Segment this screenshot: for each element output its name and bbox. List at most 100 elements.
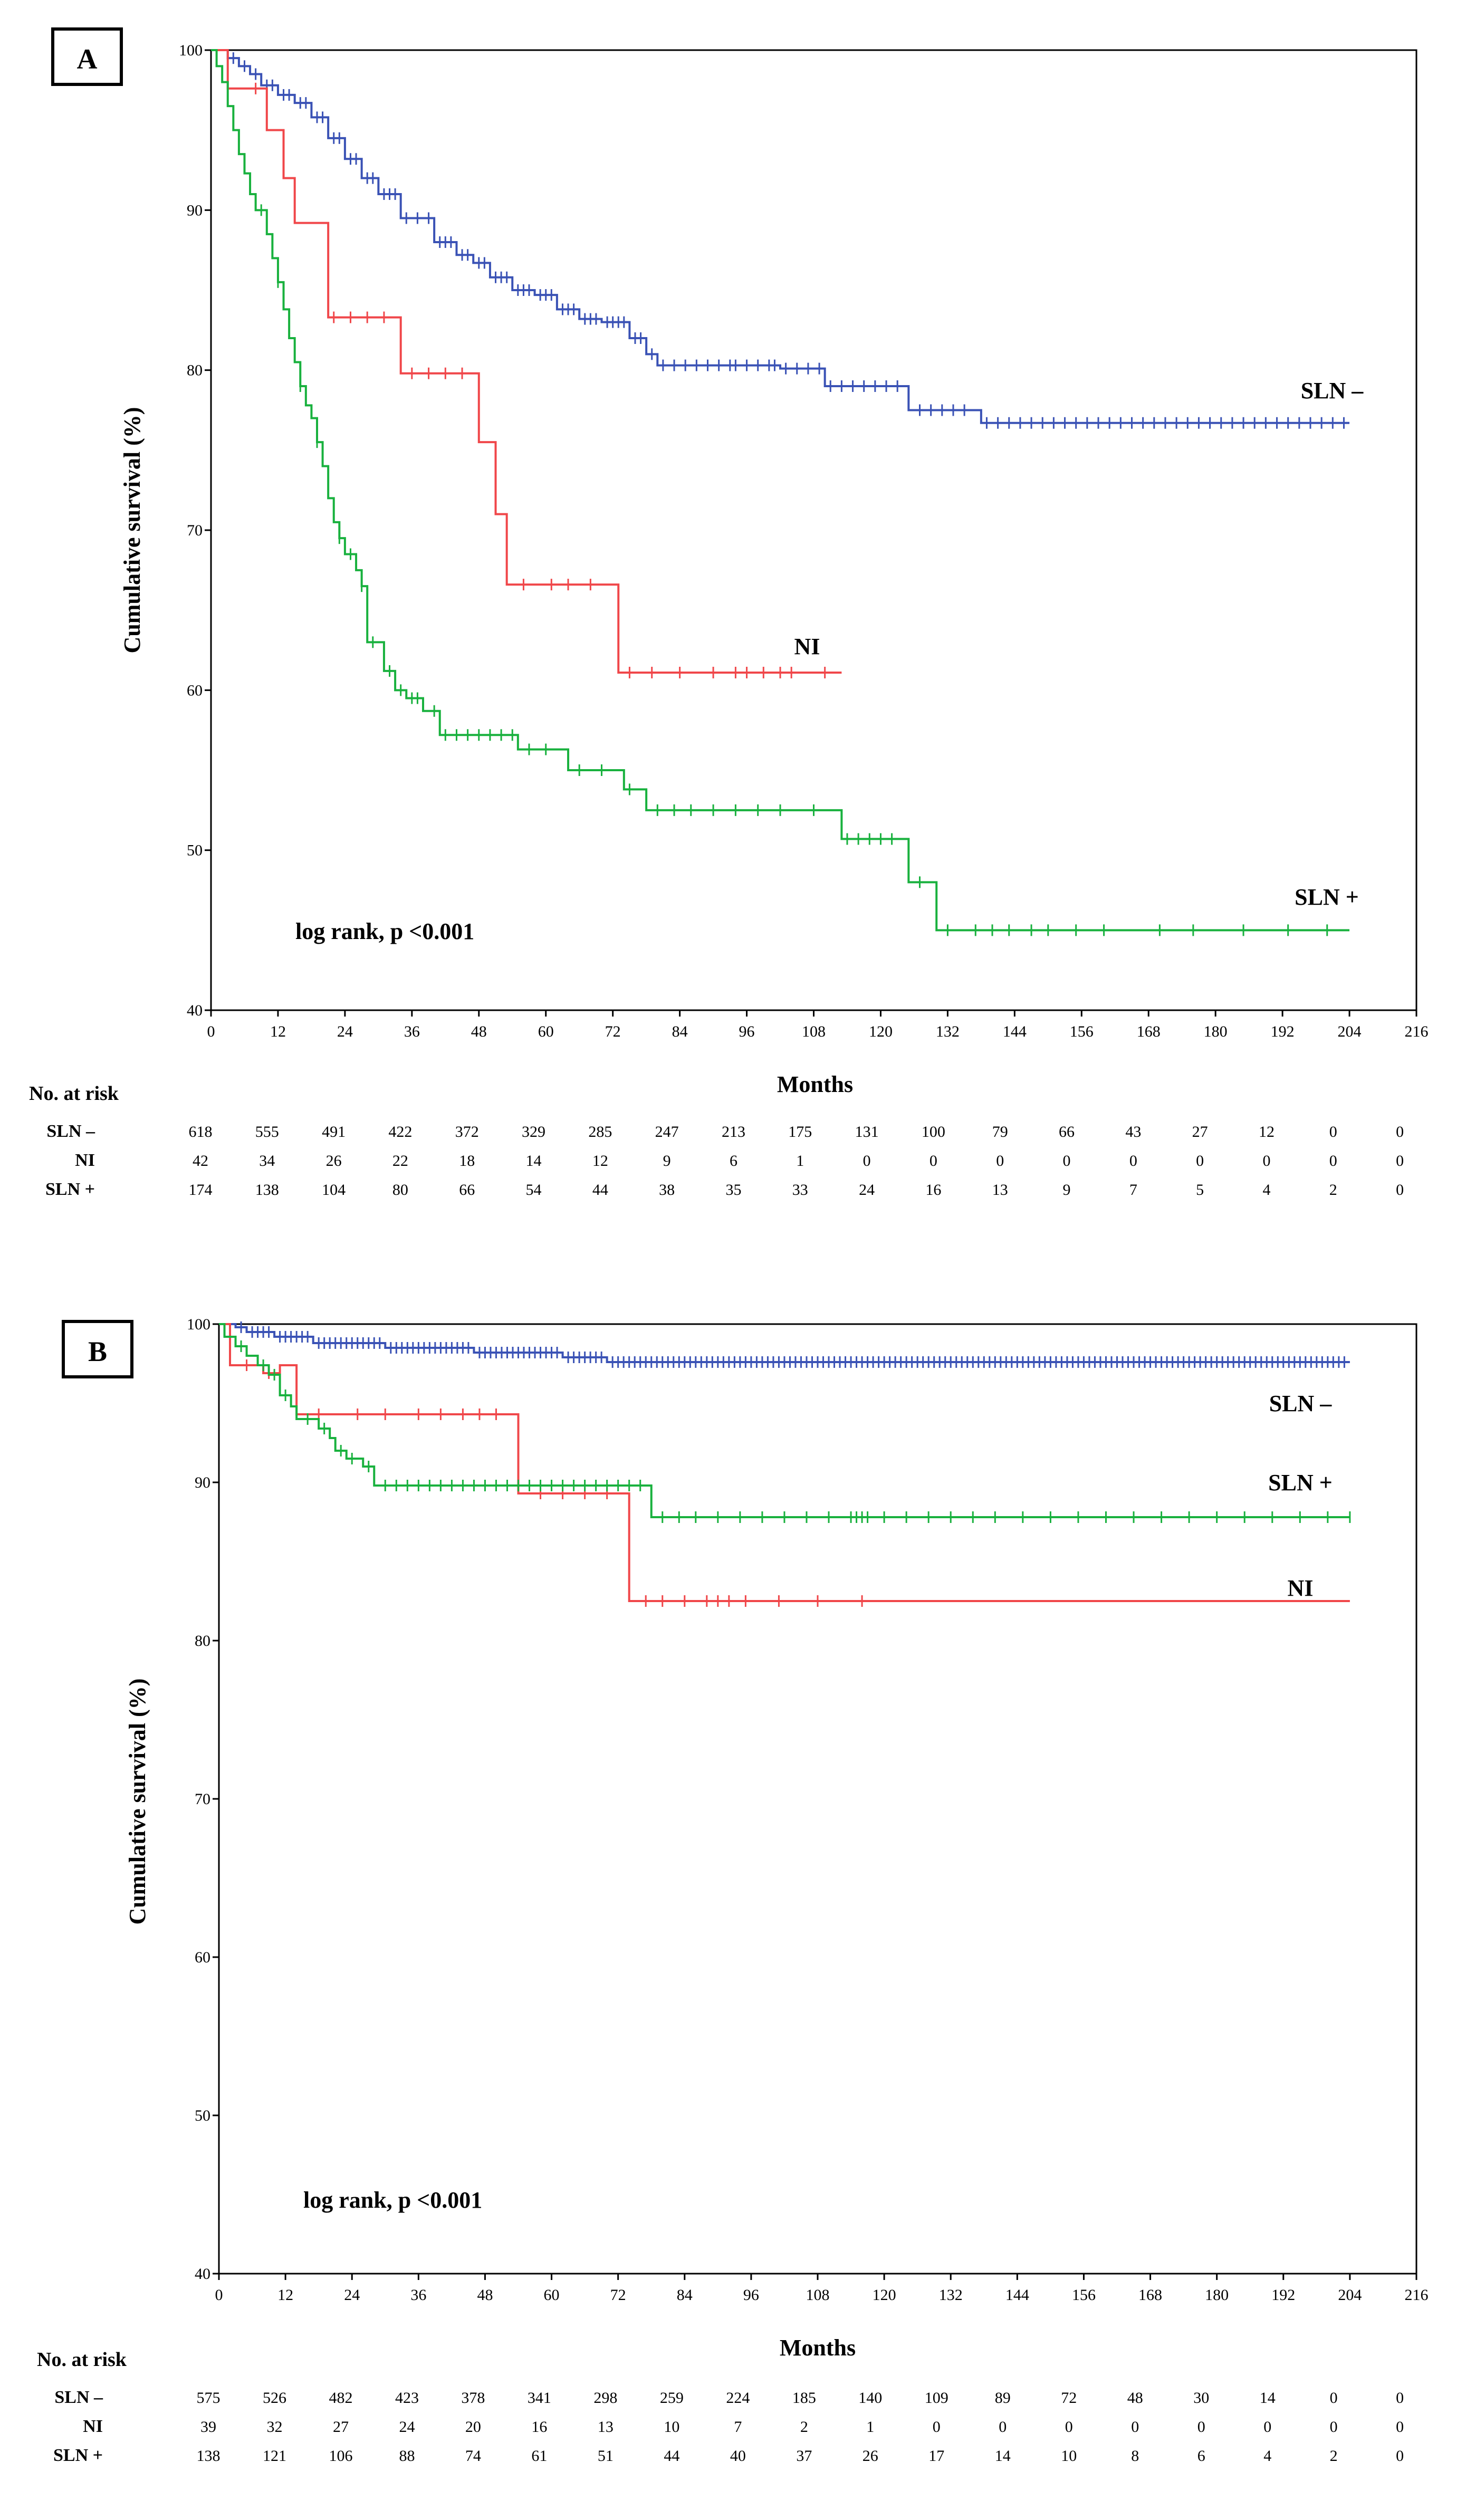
survival-curves	[219, 1321, 1351, 1607]
risk-count: 0	[1396, 2447, 1404, 2465]
risk-count: 0	[1129, 1152, 1137, 1170]
panel-label-box	[62, 1320, 133, 1378]
risk-row-label: SLN +	[45, 1180, 95, 1199]
survival-curve-sln	[219, 1323, 1350, 1363]
risk-count: 121	[263, 2447, 286, 2465]
x-tick-label: 168	[1138, 2286, 1162, 2304]
risk-count: 1	[866, 2418, 874, 2436]
risk-count: 6	[1197, 2447, 1205, 2465]
risk-count: 0	[1196, 1152, 1204, 1170]
risk-count: 0	[863, 1152, 871, 1170]
x-tick-label: 192	[1271, 1023, 1295, 1040]
risk-count: 0	[933, 2418, 941, 2436]
risk-row-label: SLN +	[53, 2446, 103, 2465]
risk-table: No. at risk SLN – NI SLN + 618 555 491 422 3…	[29, 1082, 1404, 1199]
y-tick-label: 100	[187, 1316, 210, 1333]
risk-count: 140	[858, 2389, 882, 2407]
x-tick-label: 0	[207, 1023, 215, 1040]
risk-count: 298	[593, 2389, 617, 2407]
x-tick-label: 132	[939, 2286, 963, 2304]
risk-count: 174	[189, 1181, 213, 1199]
risk-count: 37	[796, 2447, 812, 2465]
series-label-sln-neg: SLN –	[1301, 378, 1364, 404]
x-tick-label: 120	[873, 2286, 896, 2304]
y-tick-label: 40	[195, 2265, 210, 2283]
y-tick-label: 80	[195, 1632, 210, 1650]
risk-count: 66	[459, 1181, 475, 1199]
x-tick-label: 72	[605, 1023, 621, 1040]
risk-count: 14	[1260, 2389, 1276, 2407]
risk-count: 22	[392, 1152, 408, 1170]
risk-count: 0	[1396, 1123, 1404, 1141]
x-tick-label: 0	[215, 2286, 223, 2304]
risk-count: 0	[1396, 2418, 1404, 2436]
risk-count: 106	[329, 2447, 352, 2465]
risk-count: 12	[592, 1152, 608, 1170]
risk-count: 1	[796, 1152, 804, 1170]
y-tick-label: 90	[187, 202, 203, 219]
risk-count: 72	[1061, 2389, 1077, 2407]
risk-count: 38	[659, 1181, 675, 1199]
risk-count: 54	[526, 1181, 542, 1199]
x-axis-title: Months	[780, 2335, 856, 2361]
risk-count: 4	[1263, 2447, 1271, 2465]
risk-count: 526	[263, 2389, 286, 2407]
risk-row-label: SLN –	[54, 2388, 103, 2407]
risk-count: 13	[992, 1181, 1008, 1199]
risk-count: 33	[792, 1181, 808, 1199]
risk-table: No. at risk SLN – NI SLN + 575 526 482 423 3…	[37, 2349, 1404, 2465]
risk-count: 555	[255, 1123, 279, 1141]
risk-count: 0	[1263, 2418, 1271, 2436]
risk-count: 618	[189, 1123, 213, 1141]
risk-count: 35	[725, 1181, 741, 1199]
risk-count: 32	[266, 2418, 282, 2436]
risk-count: 341	[528, 2389, 551, 2407]
risk-count: 138	[255, 1181, 279, 1199]
risk-count: 10	[664, 2418, 679, 2436]
risk-count: 44	[592, 1181, 608, 1199]
x-tick-label: 204	[1338, 2286, 1362, 2304]
x-axis-ticks: 0 12 24 36 48 60 72 84 96 108 120 132 144 156 168 180 19…	[215, 2274, 1429, 2304]
risk-count: 109	[925, 2389, 948, 2407]
x-tick-label: 156	[1070, 1023, 1094, 1040]
risk-count: 185	[792, 2389, 816, 2407]
risk-count: 2	[1329, 1181, 1337, 1199]
risk-count: 7	[734, 2418, 742, 2436]
series-label-ni: NI	[1288, 1575, 1314, 1601]
risk-count: 0	[1131, 2418, 1139, 2436]
risk-count: 285	[588, 1123, 612, 1141]
risk-count: 372	[455, 1123, 479, 1141]
risk-table-header: No. at risk	[29, 1082, 119, 1105]
risk-row-label: NI	[83, 2417, 103, 2436]
risk-count: 0	[1330, 2389, 1338, 2407]
x-tick-label: 24	[344, 2286, 360, 2304]
risk-count: 9	[663, 1152, 671, 1170]
risk-count: 2	[800, 2418, 808, 2436]
risk-count: 66	[1059, 1123, 1075, 1141]
risk-count: 423	[395, 2389, 419, 2407]
risk-count: 26	[326, 1152, 342, 1170]
log-rank-annotation: log rank, p <0.001	[295, 918, 474, 944]
risk-count: 30	[1193, 2389, 1209, 2407]
risk-count: 24	[859, 1181, 875, 1199]
survival-curve-sln	[211, 49, 1350, 424]
x-tick-label: 12	[270, 1023, 286, 1040]
risk-count: 491	[322, 1123, 346, 1141]
risk-table-header: No. at risk	[37, 2349, 127, 2371]
risk-count: 6	[730, 1152, 737, 1170]
risk-count: 61	[531, 2447, 547, 2465]
x-tick-label: 48	[471, 1023, 487, 1040]
x-tick-label: 204	[1338, 1023, 1362, 1040]
risk-count: 44	[664, 2447, 679, 2465]
panel-label: B	[88, 1336, 107, 1367]
risk-count: 18	[459, 1152, 475, 1170]
panel-label: A	[77, 43, 98, 75]
risk-count: 74	[465, 2447, 481, 2465]
risk-count: 13	[598, 2418, 614, 2436]
risk-count: 26	[863, 2447, 878, 2465]
risk-count: 24	[399, 2418, 415, 2436]
risk-count: 100	[922, 1123, 945, 1141]
risk-count: 40	[730, 2447, 746, 2465]
x-tick-label: 84	[677, 2286, 693, 2304]
risk-count: 10	[1061, 2447, 1077, 2465]
